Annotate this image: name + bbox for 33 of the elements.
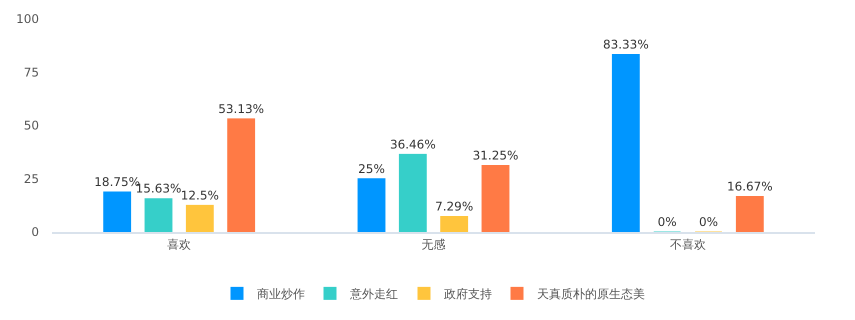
data-label: 0% [698,215,718,229]
bar [398,154,427,232]
data-label: 83.33% [602,38,649,52]
data-label: 12.5% [180,188,219,202]
y-tick-label: 50 [24,118,39,133]
data-label: 18.75% [94,175,140,190]
bar [227,118,256,232]
data-label: 16.67% [726,179,773,194]
bar [736,196,764,232]
data-label: 0% [658,215,677,229]
legend-label: 商业炒作 [257,287,305,302]
data-label: 53.13% [218,102,264,116]
y-tick-label: 25 [24,172,39,186]
bar [103,192,132,232]
x-tick-label: 喜欢 [167,237,192,252]
legend-label: 政府支持 [444,287,492,302]
y-tick-label: 100 [16,12,39,26]
x-tick-label: 不喜欢 [670,237,706,252]
data-label: 31.25% [472,148,518,162]
x-tick-label: 无感 [422,237,446,252]
y-tick-label: 0 [31,225,39,240]
legend-label: 天真质朴的原生态美 [537,287,645,302]
bar [358,178,386,232]
legend-label: 意外走红 [349,287,398,302]
bar [440,216,468,232]
bar [612,54,640,232]
bar [186,204,214,232]
data-label: 7.29% [435,199,474,214]
y-tick-label: 75 [24,65,39,80]
data-label: 36.46% [390,137,436,152]
data-label: 25% [358,162,385,176]
bar [482,164,510,232]
bar [144,198,172,232]
